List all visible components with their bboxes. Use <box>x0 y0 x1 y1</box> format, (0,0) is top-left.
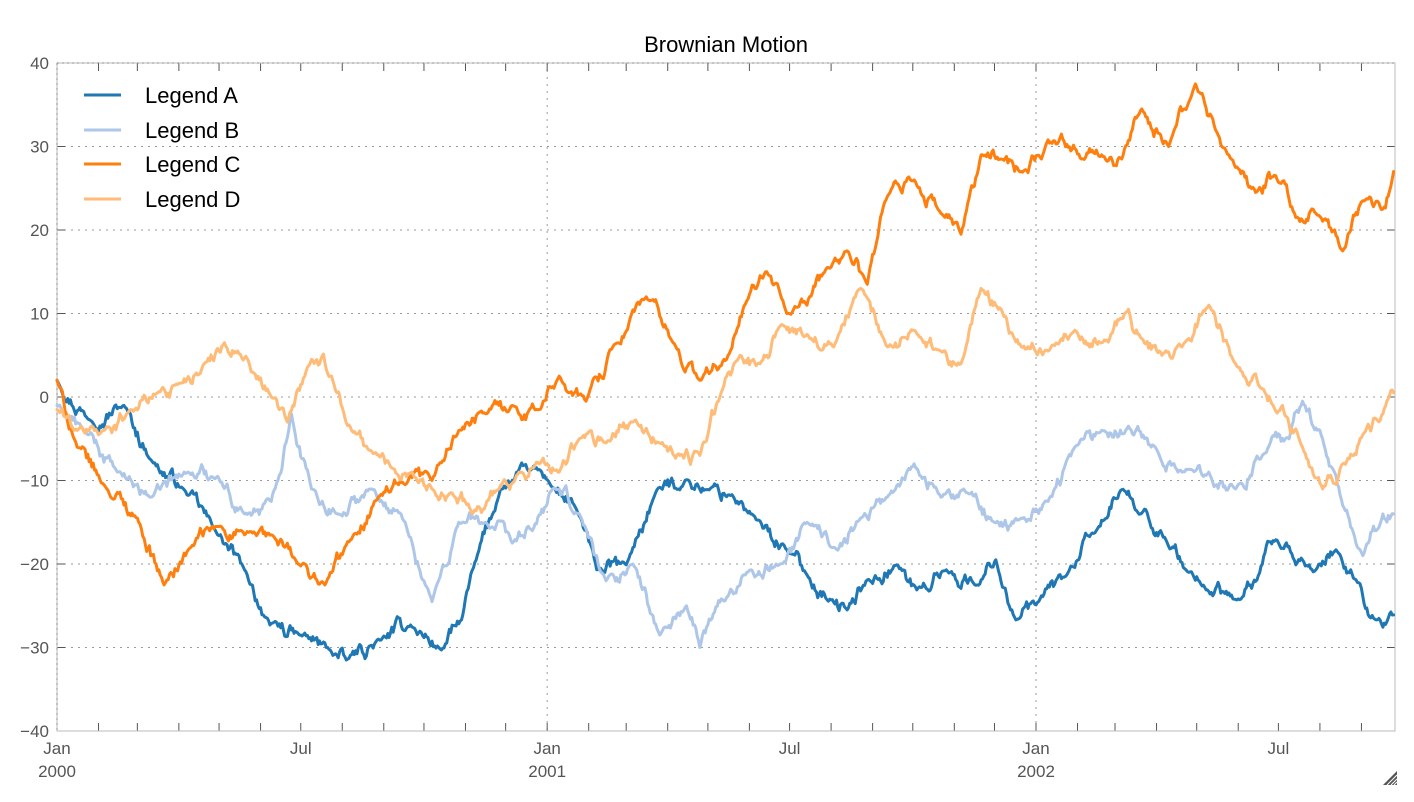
x-tick-label: Jul <box>779 739 801 758</box>
y-tick-label: −40 <box>20 722 49 741</box>
legend: Legend A Legend B Legend C Legend D <box>84 83 241 212</box>
x-tick-sublabel: 2002 <box>1017 762 1055 781</box>
y-tick-label: −30 <box>20 639 49 658</box>
series-line-legend-c <box>55 82 1396 587</box>
legend-label-d: Legend D <box>145 187 240 212</box>
grid <box>56 62 1395 731</box>
y-tick-label: −20 <box>20 555 49 574</box>
chart-title: Brownian Motion <box>644 32 808 57</box>
plot-frame <box>56 62 1396 732</box>
series-line-legend-b <box>55 399 1396 649</box>
legend-label-c: Legend C <box>145 152 241 177</box>
y-tick-label: 30 <box>30 138 49 157</box>
x-tick-label: Jan <box>43 739 70 758</box>
x-tick-label: Jan <box>1022 739 1049 758</box>
x-tick-label: Jan <box>533 739 560 758</box>
y-tick-label: −10 <box>20 472 49 491</box>
series-group <box>55 82 1396 662</box>
y-tick-label: 10 <box>30 305 49 324</box>
axes: −40 −30 −20 −10 0 10 20 30 40 Jan 2000 Jul Jan 2001 Ju… <box>20 54 1396 781</box>
x-tick-sublabel: 2001 <box>528 762 566 781</box>
legend-label-a: Legend A <box>145 83 238 108</box>
x-tick-sublabel: 2000 <box>38 762 76 781</box>
resize-grip-icon[interactable] <box>1383 771 1398 786</box>
legend-label-b: Legend B <box>145 118 239 143</box>
x-tick-label: Jul <box>290 739 312 758</box>
y-tick-label: 20 <box>30 221 49 240</box>
series-line-legend-d <box>55 286 1396 516</box>
y-tick-label: 40 <box>30 54 49 73</box>
series-line-legend-a <box>55 378 1396 662</box>
y-tick-label: 0 <box>40 388 49 407</box>
x-tick-label: Jul <box>1268 739 1290 758</box>
